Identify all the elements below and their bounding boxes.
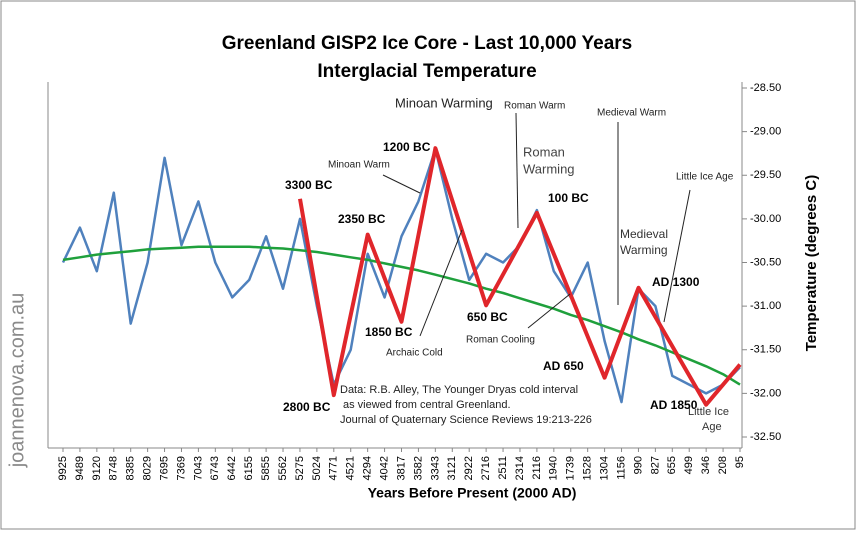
x-tick-label: 8029 [142,456,154,480]
leader-line [527,293,571,329]
chart-title: Greenland GISP2 Ice Core - Last 10,000 Y… [222,33,632,54]
annotation: Age [702,421,722,433]
x-tick-label: 346 [700,456,712,474]
series-line [62,245,741,386]
x-tick-label: 208 [717,456,729,474]
annotation: Little Ice [688,406,729,418]
y-tick-label: -29.00 [750,126,781,138]
annotation: Medieval Warm [597,108,666,119]
annotation: Warming [620,243,668,257]
annotation: Roman [523,144,565,159]
annotation: Roman Cooling [466,335,535,346]
x-tick-label: 3121 [446,456,458,480]
annotation: as viewed from central Greenland. [343,399,511,411]
point-label: 2350 BC [338,212,386,226]
x-tick-label: 2511 [497,456,509,480]
x-tick-label: 1940 [548,456,560,480]
y-tick-label: -32.50 [750,431,781,443]
y-tick-label: -28.50 [750,82,781,94]
x-tick-label: 1528 [582,456,594,480]
x-tick-label: 6743 [209,456,221,480]
x-tick-label: 95 [734,456,746,468]
point-label: 3300 BC [285,178,333,192]
x-tick-label: 990 [632,456,644,474]
point-label: 100 BC [548,191,589,205]
point-label: AD 650 [543,359,584,373]
annotation: Data: R.B. Alley, The Younger Dryas cold… [340,384,578,396]
x-tick-label: 5275 [294,456,306,480]
x-tick-label: 1304 [599,456,611,480]
x-axis-label: Years Before Present (2000 AD) [368,485,577,501]
x-tick-label: 4521 [345,456,357,480]
watermark: joannenova.com.au [6,293,28,469]
leader-line [419,229,463,337]
x-tick-label: 4771 [328,456,340,480]
x-tick-label: 499 [683,456,695,474]
annotation: Journal of Quaternary Science Reviews 19… [340,414,592,426]
x-tick-label: 5024 [311,456,323,480]
x-tick-label: 7043 [192,456,204,480]
x-tick-label: 8385 [125,456,137,480]
x-tick-label: 2922 [463,456,475,480]
x-tick-label: 3343 [429,456,441,480]
y-tick-label: -30.50 [750,256,781,268]
point-label: 1850 BC [365,325,413,339]
point-label: AD 1300 [652,275,700,289]
x-tick-label: 2716 [480,456,492,480]
x-tick-label: 655 [666,456,678,474]
x-tick-label: 3817 [395,456,407,480]
y-tick-label: -32.00 [750,387,781,399]
x-tick-label: 5855 [260,456,272,480]
annotation: Roman Warm [504,101,565,112]
x-tick-label: 4042 [378,456,390,480]
leader-line [663,189,691,323]
x-tick-label: 2314 [514,456,526,480]
leader-line [515,112,519,229]
x-tick-label: 7369 [175,456,187,480]
series-line [298,146,742,407]
annotation: Minoan Warm [328,160,390,171]
x-tick-label: 6442 [226,456,238,480]
y-tick-label: -30.00 [750,213,781,225]
point-label: AD 1850 [650,398,698,412]
x-tick-label: 827 [649,456,661,474]
x-tick-label: 3582 [412,456,424,480]
point-label: 2800 BC [283,400,331,414]
annotation: Little Ice Age [676,172,734,183]
x-tick-label: 9120 [91,456,103,480]
y-tick-label: -31.00 [750,300,781,312]
x-tick-label: 8748 [108,456,120,480]
point-label: 1200 BC [383,140,431,154]
x-tick-label: 1156 [615,456,627,480]
annotation: Medieval [620,227,668,241]
x-tick-label: 9489 [74,456,86,480]
series-line [61,147,741,404]
x-tick-label: 6155 [243,456,255,480]
y-axis-label: Temperature (degrees C) [803,175,820,351]
point-label: 650 BC [467,310,508,324]
x-tick-label: 1739 [565,456,577,480]
y-tick-label: -29.50 [750,169,781,181]
annotation: Warming [523,161,575,176]
x-tick-label: 9925 [57,456,69,480]
annotation: Minoan Warming [395,95,493,110]
annotation: Archaic Cold [386,348,443,359]
leader-line [382,174,421,194]
x-tick-label: 5562 [277,456,289,480]
x-tick-label: 2116 [531,456,543,480]
chart-title: Interglacial Temperature [317,61,536,82]
x-tick-label: 4294 [362,456,374,480]
y-tick-label: -31.50 [750,344,781,356]
x-tick-label: 7695 [158,456,170,480]
